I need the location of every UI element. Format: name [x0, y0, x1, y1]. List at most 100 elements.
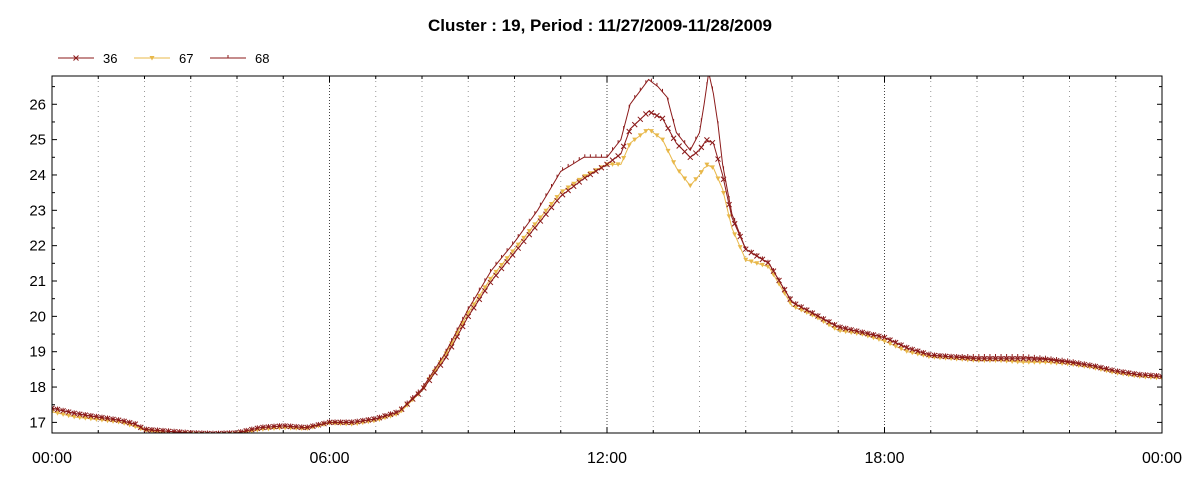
series-marker-67: [482, 285, 488, 290]
legend: 36 67 68: [58, 51, 269, 66]
y-tick-label: 25: [29, 132, 46, 149]
series-marker-67: [732, 232, 738, 237]
series-marker-36: [531, 224, 538, 231]
series-marker-67: [621, 156, 627, 161]
series-marker-67: [471, 302, 477, 307]
series-marker-36: [637, 116, 644, 123]
series-marker-36: [670, 135, 677, 142]
series-marker-36: [221, 430, 227, 433]
series-marker-67: [882, 339, 887, 344]
series-marker-67: [66, 413, 72, 419]
series-marker-67: [648, 129, 654, 134]
series-marker-67: [565, 185, 571, 191]
legend-label: 67: [179, 51, 193, 66]
series-marker-36: [509, 252, 516, 258]
y-tick-label: 19: [29, 344, 46, 361]
series-marker-36: [543, 211, 549, 218]
series-marker-36: [704, 137, 710, 143]
series-marker-67: [643, 129, 649, 134]
series-marker-67: [71, 414, 77, 420]
series-marker-67: [709, 165, 715, 170]
series-marker-36: [959, 354, 966, 361]
series-marker-36: [515, 245, 522, 252]
series-marker-67: [1020, 360, 1026, 365]
series-marker-36: [493, 272, 499, 279]
series-marker-67: [759, 262, 765, 268]
series-marker-36: [709, 139, 716, 146]
plot-frame: [51, 75, 1163, 434]
series-marker-36: [537, 218, 544, 224]
series-marker-36: [1070, 360, 1077, 366]
series-marker-67: [549, 201, 554, 207]
series-marker-36: [210, 430, 216, 433]
y-tick-label: 23: [29, 202, 46, 219]
series-marker-36: [665, 125, 671, 132]
x-tick-label: 00:00: [1142, 450, 1182, 467]
series-marker-36: [198, 430, 205, 433]
series-marker-67: [487, 276, 493, 282]
series-marker-36: [1042, 356, 1049, 363]
series-marker-67: [665, 148, 671, 154]
series-marker-67: [904, 349, 910, 354]
series-marker-67: [82, 416, 88, 421]
series-marker-67: [837, 328, 843, 334]
legend-swatch-marker: [149, 56, 155, 61]
series-marker-67: [1015, 359, 1021, 365]
series-marker-36: [692, 150, 699, 156]
y-tick-label: 18: [29, 379, 46, 396]
series-marker-67: [715, 176, 721, 182]
series-marker-36: [554, 197, 560, 204]
legend-label: 36: [103, 51, 117, 66]
series-marker-36: [498, 265, 505, 272]
series-marker-67: [832, 326, 838, 331]
series-marker-67: [737, 245, 743, 250]
series-marker-36: [687, 154, 694, 161]
series-marker-36: [1053, 357, 1060, 364]
series-marker-36: [1048, 357, 1054, 363]
series-marker-36: [609, 157, 616, 163]
series-marker-67: [660, 137, 665, 143]
series-marker-67: [1042, 360, 1048, 365]
series-marker-36: [420, 385, 427, 391]
series-marker-36: [470, 305, 477, 311]
series-marker-67: [693, 177, 699, 182]
series-marker-36: [482, 288, 488, 294]
y-tick-label: 22: [29, 238, 46, 255]
series-marker-67: [754, 261, 760, 266]
legend-item-36: 36: [58, 51, 117, 66]
chart-title: Cluster : 19, Period : 11/27/2009-11/28/…: [428, 16, 772, 35]
series-36: [52, 109, 1162, 433]
series-marker-67: [499, 263, 505, 268]
series-marker-36: [459, 323, 466, 330]
series-marker-36: [565, 187, 572, 194]
x-tick-label: 12:00: [587, 450, 627, 467]
legend-item-67: 67: [134, 51, 193, 66]
series-marker-67: [521, 235, 527, 241]
series-marker-67: [1031, 360, 1037, 365]
series-marker-36: [409, 396, 416, 402]
series-marker-36: [426, 377, 433, 384]
x-tick-label: 06:00: [309, 450, 349, 467]
series-marker-67: [1026, 360, 1032, 365]
series-marker-36: [570, 183, 577, 190]
series-marker-67: [1037, 360, 1043, 365]
series-marker-67: [537, 215, 543, 221]
series-marker-67: [726, 214, 732, 219]
x-tick-label: 00:00: [32, 450, 72, 467]
series-marker-36: [659, 115, 666, 122]
series-marker-36: [654, 112, 660, 119]
series-marker-67: [610, 162, 616, 167]
y-tick-label: 24: [29, 167, 46, 184]
series-marker-67: [476, 293, 482, 299]
series-marker-36: [681, 148, 688, 155]
series-marker-67: [432, 368, 438, 374]
grid-lines: [97, 76, 1117, 433]
y-tick-label: 21: [29, 273, 46, 290]
series-marker-67: [60, 412, 66, 417]
series-marker-67: [560, 189, 566, 194]
series-marker-67: [632, 137, 638, 143]
series-marker-36: [698, 144, 705, 151]
series-marker-67: [637, 133, 643, 138]
series-marker-67: [515, 242, 521, 248]
series-marker-67: [682, 176, 688, 182]
